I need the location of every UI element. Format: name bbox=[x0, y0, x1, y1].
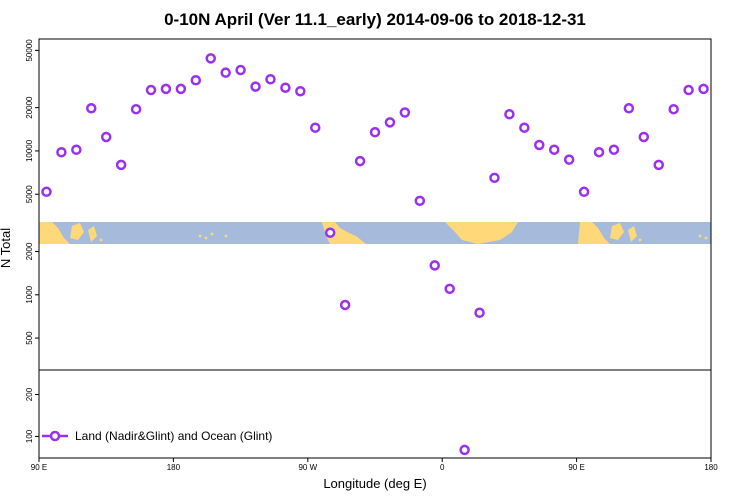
data-point bbox=[548, 144, 560, 155]
land-shape bbox=[628, 226, 637, 242]
y-tick-label: 100 bbox=[25, 429, 34, 443]
y-tick-label: 1000 bbox=[25, 285, 34, 303]
land-shape bbox=[578, 222, 610, 244]
data-point bbox=[71, 144, 82, 155]
data-point bbox=[115, 159, 127, 171]
data-point bbox=[205, 53, 216, 64]
data-point bbox=[265, 74, 276, 85]
data-point bbox=[369, 126, 381, 138]
island-shape bbox=[198, 234, 202, 238]
y-tick-label: 10000 bbox=[25, 139, 34, 162]
data-point bbox=[130, 103, 142, 115]
x-axis-title: Longitude (deg E) bbox=[323, 476, 426, 491]
y-tick-label: 5000 bbox=[25, 185, 34, 203]
world-map-strip bbox=[39, 222, 711, 244]
legend: Land (Nadir&Glint) and Ocean (Glint) bbox=[42, 429, 272, 443]
island-shape bbox=[99, 238, 103, 242]
legend-label: Land (Nadir&Glint) and Ocean (Glint) bbox=[75, 429, 272, 443]
data-point bbox=[593, 146, 605, 158]
x-tick-label: 90 W bbox=[298, 463, 317, 472]
data-point bbox=[534, 139, 545, 151]
land-shape bbox=[445, 222, 518, 244]
island-shape bbox=[698, 234, 702, 238]
data-points bbox=[41, 53, 709, 456]
data-point bbox=[519, 122, 530, 133]
data-point bbox=[459, 444, 470, 456]
data-point bbox=[175, 83, 187, 95]
data-point bbox=[444, 283, 455, 295]
data-point bbox=[668, 103, 679, 115]
data-point bbox=[504, 108, 515, 120]
land-shape bbox=[70, 223, 84, 240]
y-axis: 500 1000 2000 5000 10000 20000 50000 100 200 bbox=[25, 39, 39, 443]
data-point bbox=[698, 83, 709, 95]
island-shape bbox=[224, 234, 228, 238]
data-point bbox=[339, 299, 351, 311]
data-point bbox=[608, 144, 620, 155]
island-shape bbox=[638, 238, 642, 242]
x-tick-label: 180 bbox=[167, 463, 181, 472]
land-shape bbox=[322, 222, 366, 244]
map-ocean bbox=[39, 222, 711, 244]
data-point bbox=[623, 103, 635, 114]
data-point bbox=[41, 186, 52, 198]
data-point bbox=[190, 75, 202, 86]
land-shape bbox=[610, 223, 624, 240]
data-point bbox=[474, 307, 485, 319]
data-point bbox=[56, 146, 67, 158]
lower-plot-panel bbox=[38, 369, 712, 459]
x-tick-label: 180 bbox=[704, 463, 718, 472]
x-axis: 90 E 180 90 W 0 90 E 180 bbox=[31, 458, 718, 472]
data-point bbox=[653, 159, 664, 171]
x-tick-label: 0 bbox=[440, 463, 445, 472]
data-point bbox=[280, 82, 291, 93]
data-point bbox=[220, 67, 231, 78]
data-point bbox=[145, 84, 157, 96]
y-tick-label: 2000 bbox=[25, 242, 34, 260]
y-tick-label: 200 bbox=[25, 387, 34, 401]
chart-title: 0-10N April (Ver 11.1_early) 2014-09-06 … bbox=[164, 10, 586, 29]
island-shape bbox=[204, 236, 208, 240]
data-point bbox=[384, 117, 396, 128]
data-point bbox=[563, 154, 575, 165]
x-tick-label: 90 E bbox=[31, 463, 47, 472]
data-point bbox=[295, 85, 306, 97]
data-point bbox=[235, 64, 246, 76]
x-tick-label: 90 E bbox=[568, 463, 584, 472]
data-point bbox=[489, 172, 500, 184]
land-shape bbox=[88, 226, 97, 242]
y-tick-label: 50000 bbox=[25, 39, 34, 62]
upper-plot-panel bbox=[38, 38, 712, 371]
data-point bbox=[100, 131, 112, 143]
data-point bbox=[86, 103, 97, 114]
data-point bbox=[160, 83, 172, 95]
island-shape bbox=[704, 236, 708, 240]
data-point bbox=[324, 227, 336, 238]
data-point bbox=[399, 107, 411, 118]
map-land bbox=[39, 222, 708, 244]
y-tick-label: 500 bbox=[25, 331, 34, 345]
land-shape bbox=[39, 222, 70, 244]
y-axis-title: N Total bbox=[0, 228, 13, 268]
y-tick-label: 20000 bbox=[25, 96, 34, 119]
data-point bbox=[414, 195, 426, 207]
data-point bbox=[354, 155, 366, 167]
data-point bbox=[250, 81, 261, 92]
data-point bbox=[429, 260, 440, 271]
data-point bbox=[310, 122, 321, 133]
data-point bbox=[638, 131, 650, 143]
data-point bbox=[578, 186, 590, 198]
legend-marker bbox=[49, 430, 61, 442]
island-shape bbox=[210, 232, 214, 236]
data-point bbox=[683, 84, 694, 96]
